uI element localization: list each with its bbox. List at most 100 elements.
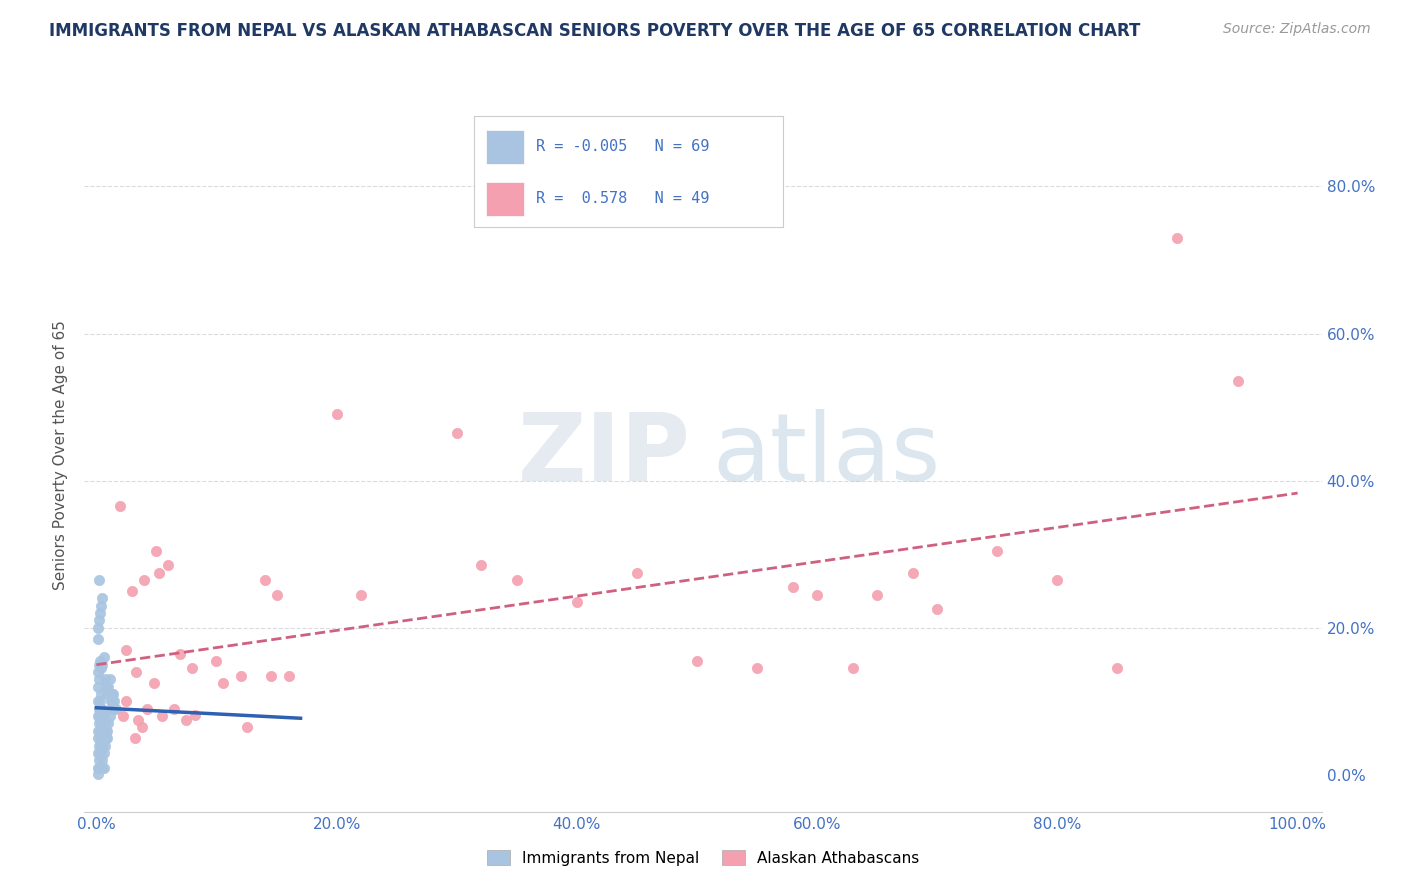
Point (89, 709, 111, 723)
Text: IMMIGRANTS FROM NEPAL VS ALASKAN ATHABASCAN SENIORS POVERTY OVER THE AGE OF 65 C: IMMIGRANTS FROM NEPAL VS ALASKAN ATHABAS… (49, 22, 1140, 40)
Point (111, 709, 134, 723)
Point (211, 676, 233, 690)
Point (90, 731, 112, 746)
Point (86, 665, 108, 679)
Point (686, 654, 709, 668)
Point (89, 694, 111, 708)
Point (86, 767, 108, 781)
Point (842, 661, 865, 675)
Point (86, 621, 108, 635)
Point (565, 595, 588, 609)
Point (87, 702, 110, 716)
Point (90, 761, 112, 775)
Point (86, 680, 108, 694)
Point (93, 650, 115, 665)
Point (94, 731, 117, 746)
Point (94, 673, 117, 687)
Point (470, 558, 492, 573)
Point (446, 425, 468, 440)
Point (94, 739, 117, 753)
Y-axis label: Seniors Poverty Over the Age of 65: Seniors Poverty Over the Age of 65 (53, 320, 69, 590)
Point (103, 702, 125, 716)
Point (100, 694, 122, 708)
Point (143, 676, 166, 690)
Point (87, 673, 110, 687)
Point (866, 588, 889, 602)
Point (101, 694, 124, 708)
Point (1226, 375, 1249, 389)
Point (101, 687, 124, 701)
Point (93, 709, 115, 723)
Point (91, 761, 114, 775)
Point (90, 599, 112, 613)
Point (86, 761, 108, 775)
Point (115, 694, 138, 708)
Point (110, 500, 132, 514)
Point (259, 668, 281, 682)
Point (89, 761, 111, 775)
Point (152, 709, 174, 723)
Point (98, 709, 121, 723)
Point (93, 761, 115, 775)
Point (163, 702, 186, 716)
Point (90, 716, 112, 731)
Point (1166, 231, 1188, 245)
Point (125, 665, 148, 679)
Point (235, 720, 257, 734)
Point (626, 566, 648, 580)
Point (325, 408, 347, 422)
Point (745, 661, 768, 675)
Point (131, 720, 153, 734)
Point (89, 746, 111, 760)
Point (148, 566, 170, 580)
Point (94, 680, 117, 694)
Point (90, 739, 112, 753)
Point (176, 713, 198, 727)
Point (91, 739, 114, 753)
Point (1046, 573, 1069, 587)
Point (94, 716, 117, 731)
Point (87, 753, 110, 767)
Point (87, 709, 110, 723)
Point (87, 761, 110, 775)
Point (86, 723, 108, 738)
Point (90, 687, 112, 701)
Point (93, 746, 115, 760)
Point (986, 543, 1008, 558)
Point (134, 573, 156, 587)
Point (127, 713, 149, 727)
Text: atlas: atlas (713, 409, 941, 501)
Point (94, 723, 117, 738)
Point (229, 668, 252, 682)
Point (266, 588, 288, 602)
Point (169, 647, 191, 661)
Point (87, 573, 110, 587)
Point (89, 731, 111, 746)
Point (903, 566, 925, 580)
Point (87, 716, 110, 731)
Point (91, 702, 114, 716)
Point (121, 584, 143, 599)
Point (90, 661, 112, 675)
Point (1107, 661, 1129, 675)
Point (205, 654, 228, 668)
Point (89, 654, 111, 668)
Point (96, 731, 118, 746)
Point (782, 580, 804, 594)
Point (97, 716, 120, 731)
Point (89, 702, 111, 716)
Point (86, 632, 108, 646)
Point (91, 716, 114, 731)
Point (104, 702, 127, 716)
Point (91, 591, 114, 606)
Point (181, 661, 204, 675)
Point (927, 602, 949, 616)
Point (91, 657, 114, 672)
Point (506, 573, 529, 587)
Text: ZIP: ZIP (517, 409, 690, 501)
Point (91, 753, 114, 767)
Point (97, 680, 120, 694)
Point (89, 606, 111, 620)
Point (87, 739, 110, 753)
Point (184, 707, 207, 722)
